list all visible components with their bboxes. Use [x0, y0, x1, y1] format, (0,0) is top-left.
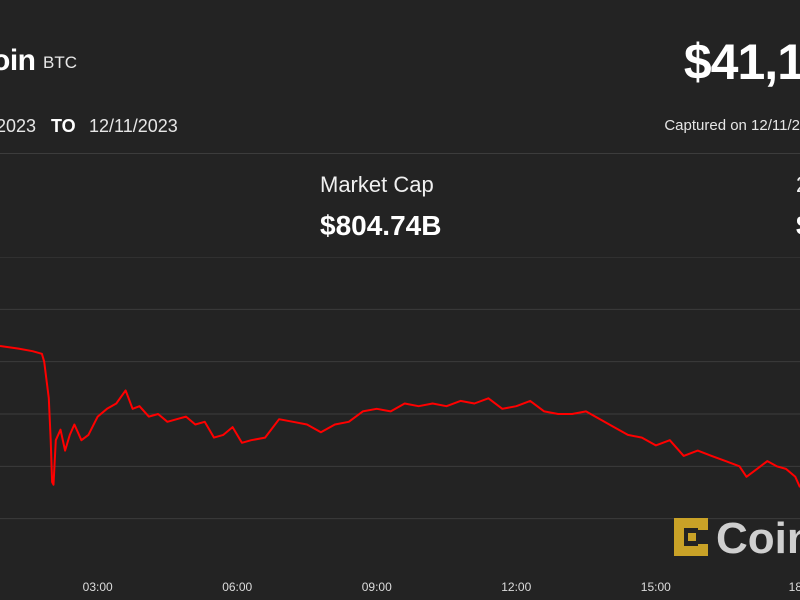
current-price: $41,1 [683, 34, 800, 90]
x-tick-label: 03:00 [83, 580, 113, 594]
x-tick-label: 12:00 [501, 580, 531, 594]
stat-value-right: $ [796, 210, 800, 242]
captured-timestamp: Captured on 12/11/2 [664, 117, 800, 134]
x-tick-label: 15:00 [641, 580, 671, 594]
x-tick-label: 09:00 [362, 580, 392, 594]
coin-name: oin [0, 44, 36, 77]
price-chart: 03:00 06:00 09:00 12:00 15:00 18 [0, 257, 800, 594]
date-to-label: TO [51, 116, 76, 136]
coindesk-logo-icon [674, 518, 708, 556]
header-divider [0, 153, 800, 154]
date-to: 12/11/2023 [89, 116, 178, 136]
market-cap-value: $804.74B [320, 210, 442, 241]
x-tick-label: 18 [789, 580, 800, 594]
coin-symbol: BTC [43, 53, 77, 72]
price-line-series [0, 345, 800, 488]
date-from: 2023 [0, 116, 37, 136]
watermark-text: Coin [716, 514, 800, 563]
stat-label-right: 2 [796, 172, 800, 198]
x-tick-label: 06:00 [222, 580, 252, 594]
market-cap-label: Market Cap [320, 172, 434, 197]
